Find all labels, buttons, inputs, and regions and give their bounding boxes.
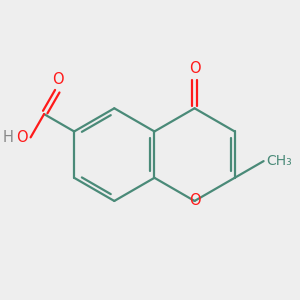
Text: O: O <box>189 194 200 208</box>
Text: H: H <box>3 130 14 145</box>
Text: O: O <box>189 61 200 76</box>
Text: O: O <box>16 130 28 145</box>
Text: O: O <box>52 72 64 87</box>
Text: CH₃: CH₃ <box>266 154 292 168</box>
